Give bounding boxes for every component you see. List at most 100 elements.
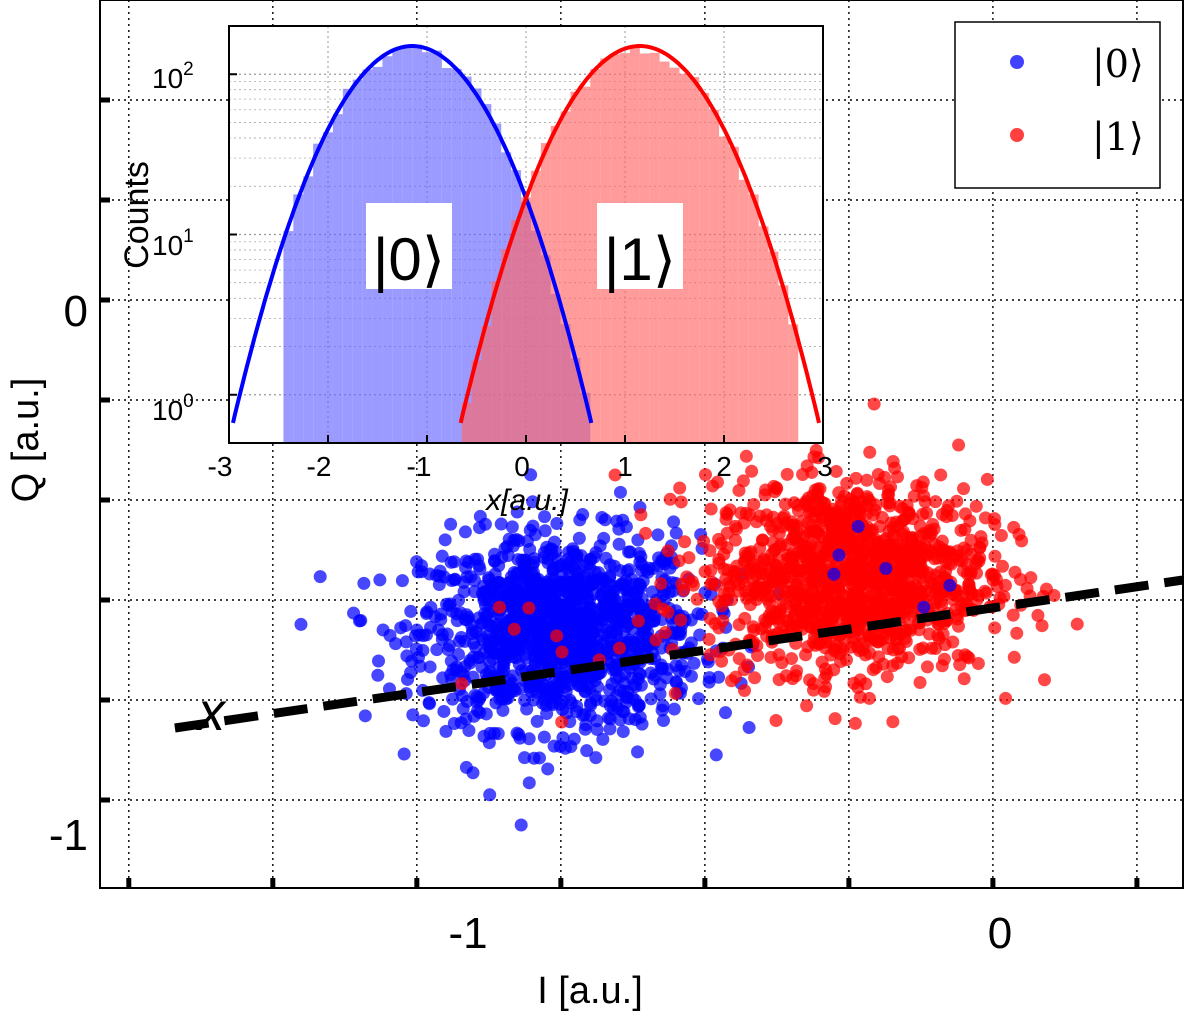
- inset-ytick-label: 101: [152, 226, 194, 261]
- inset-ytick-base: 10: [152, 230, 183, 261]
- scatter-point-state-1: [846, 557, 860, 571]
- inset-xtick-label: -1: [407, 451, 432, 482]
- scatter-point-state-0: [522, 776, 536, 790]
- scatter-point-state-1: [799, 613, 813, 627]
- scatter-point-state-0: [613, 485, 627, 499]
- scatter-point-state-0: [459, 561, 473, 575]
- scatter-point-state-0: [638, 639, 652, 653]
- scatter-point-state-1: [796, 514, 810, 528]
- inset-x-axis-label-text: x[a.u.]: [484, 484, 568, 517]
- scatter-point-state-0: [406, 708, 420, 722]
- scatter-point-state-1: [608, 468, 622, 482]
- inset-bar-state-1: [709, 109, 720, 443]
- legend-box: [954, 21, 1161, 189]
- scatter-point-state-1: [698, 468, 712, 482]
- scatter-point-state-1: [748, 586, 762, 600]
- scatter-point-state-1: [762, 561, 776, 575]
- inset-bar-state-0: [313, 143, 324, 444]
- scatter-point-state-1: [957, 672, 971, 686]
- scatter-point-state-0: [373, 573, 387, 587]
- scatter-point-state-1: [995, 559, 1009, 573]
- scatter-point-state-1: [702, 632, 716, 646]
- scatter-point-state-0: [558, 615, 572, 629]
- main-y-axis-label: Q [a.u.]: [5, 378, 47, 503]
- inset-ytick-label: 100: [152, 391, 194, 426]
- scatter-point-state-1: [842, 597, 856, 611]
- scatter-point-state-1: [920, 660, 934, 674]
- scatter-point-state-0: [444, 517, 458, 531]
- scatter-point-state-1: [672, 554, 686, 568]
- scatter-point-state-1: [934, 468, 948, 482]
- scatter-point-state-1: [555, 715, 569, 729]
- inset-bar-state-1: [471, 360, 482, 443]
- scatter-point-state-1: [697, 534, 711, 548]
- scatter-point-state-1: [716, 614, 730, 628]
- scatter-point-state-1: [1038, 673, 1052, 687]
- scatter-point-state-1: [859, 499, 873, 513]
- scatter-point-state-0: [691, 607, 705, 621]
- scatter-point-state-1: [840, 476, 854, 490]
- scatter-point-state-0: [687, 656, 701, 670]
- legend-marker-0: [1010, 55, 1024, 69]
- scatter-point-state-0: [519, 566, 533, 580]
- scatter-point-state-0: [651, 528, 665, 542]
- scatter-point-state-1: [774, 537, 788, 551]
- scatter-point-state-0: [475, 617, 489, 631]
- scatter-point-state-1: [723, 503, 737, 517]
- scatter-point-state-1: [775, 574, 789, 588]
- scatter-point-state-0: [473, 691, 487, 705]
- inset-bar-state-1: [689, 77, 700, 443]
- scatter-point-state-1: [682, 551, 696, 565]
- scatter-point-state-0: [534, 579, 548, 593]
- scatter-point-state-1: [824, 611, 838, 625]
- scatter-point-state-1: [648, 597, 662, 611]
- scatter-point-state-1: [866, 546, 880, 560]
- inset-bar-state-0: [471, 88, 482, 443]
- scatter-point-state-0: [742, 721, 756, 735]
- scatter-point-state-0: [652, 559, 666, 573]
- scatter-point-state-1: [703, 544, 717, 558]
- scatter-point-state-1: [710, 578, 724, 592]
- scatter-point-state-1: [873, 633, 887, 647]
- scatter-point-state-0: [472, 559, 486, 573]
- scatter-point-state-1: [989, 572, 1003, 586]
- inset-bar-state-1: [748, 194, 759, 443]
- scatter-point-state-0: [357, 576, 371, 590]
- scatter-point-state-0: [570, 699, 584, 713]
- scatter-point-state-0: [483, 788, 497, 802]
- scatter-point-state-0: [482, 571, 496, 585]
- scatter-point-state-0: [586, 577, 600, 591]
- scatter-point-state-1: [925, 641, 939, 655]
- scatter-point-state-1: [915, 480, 929, 494]
- scatter-point-state-1: [890, 656, 904, 670]
- scatter-point-state-0: [371, 668, 385, 682]
- scatter-point-state-1: [674, 495, 688, 509]
- scatter-point-state-1: [1006, 608, 1020, 622]
- scatter-point-state-1: [840, 653, 854, 667]
- scatter-point-state-0: [491, 727, 505, 741]
- scatter-point-state-0: [598, 694, 612, 708]
- scatter-point-state-1: [848, 500, 862, 514]
- scatter-point-state-0: [538, 693, 552, 707]
- scatter-point-state-1: [867, 397, 881, 411]
- scatter-point-state-1: [826, 585, 840, 599]
- scatter-point-state-0: [702, 675, 716, 689]
- inset-bar-state-0: [352, 79, 363, 443]
- scatter-point-state-1: [953, 658, 967, 672]
- scatter-point-state-0: [567, 732, 581, 746]
- inset-xtick-label: 3: [817, 451, 833, 482]
- scatter-point-state-0: [616, 704, 630, 718]
- scatter-point-state-0: [644, 692, 658, 706]
- main-xtick-label: -1: [448, 909, 487, 958]
- inset-bar-state-0: [342, 88, 353, 443]
- scatter-point-state-1: [732, 618, 746, 632]
- scatter-point-state-1: [772, 673, 786, 687]
- projection-axis-label: x: [195, 682, 227, 742]
- scatter-point-state-1: [712, 532, 726, 546]
- scatter-point-state-0: [496, 703, 510, 717]
- scatter-point-state-1: [805, 465, 819, 479]
- inset-fit-curve-state-0: [231, 44, 594, 424]
- inset-ytick-exponent: 2: [183, 59, 194, 80]
- scatter-point-state-0: [526, 495, 540, 509]
- scatter-point-state-1: [759, 483, 773, 497]
